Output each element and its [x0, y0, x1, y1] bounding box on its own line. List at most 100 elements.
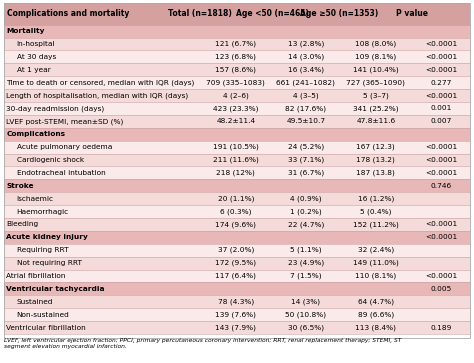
Text: 32 (2.4%): 32 (2.4%): [358, 247, 394, 253]
Text: Age <50 (n=465): Age <50 (n=465): [236, 9, 309, 18]
Text: 23 (4.9%): 23 (4.9%): [288, 260, 324, 266]
Text: LVEF, left ventricular ejection fraction; PPCI, primary percutaneous coronary in: LVEF, left ventricular ejection fraction…: [4, 338, 401, 349]
Text: 341 (25.2%): 341 (25.2%): [353, 105, 399, 112]
Bar: [4, 76, 470, 89]
Text: 4 (3–5): 4 (3–5): [293, 92, 319, 99]
Text: 109 (8.1%): 109 (8.1%): [355, 54, 396, 60]
Text: Complications: Complications: [6, 131, 65, 137]
Text: 82 (17.6%): 82 (17.6%): [285, 105, 327, 112]
Text: 14 (3%): 14 (3%): [291, 298, 320, 305]
Bar: [4, 192, 470, 205]
Text: Requiring RRT: Requiring RRT: [17, 247, 68, 253]
Text: 30 (6.5%): 30 (6.5%): [288, 324, 324, 331]
Text: 0.005: 0.005: [430, 286, 452, 292]
Text: 108 (8.0%): 108 (8.0%): [355, 41, 396, 47]
Bar: [4, 128, 470, 141]
Text: 78 (4.3%): 78 (4.3%): [218, 298, 254, 305]
Bar: [4, 179, 470, 192]
Text: 48.2±11.4: 48.2±11.4: [216, 118, 255, 125]
Text: 5 (0.4%): 5 (0.4%): [360, 208, 392, 215]
Text: P value: P value: [396, 9, 428, 18]
Text: 117 (6.4%): 117 (6.4%): [215, 273, 256, 279]
Text: 7 (1.5%): 7 (1.5%): [290, 273, 321, 279]
Text: 0.189: 0.189: [430, 325, 452, 331]
Text: 141 (10.4%): 141 (10.4%): [353, 66, 399, 73]
Text: 167 (12.3): 167 (12.3): [356, 144, 395, 150]
Text: 110 (8.1%): 110 (8.1%): [355, 273, 396, 279]
Text: 89 (6.6%): 89 (6.6%): [358, 311, 394, 318]
Text: 13 (2.8%): 13 (2.8%): [288, 41, 324, 47]
Text: Cardiogenic shock: Cardiogenic shock: [17, 157, 84, 163]
Text: 139 (7.6%): 139 (7.6%): [215, 311, 256, 318]
Text: 423 (23.3%): 423 (23.3%): [213, 105, 259, 112]
Text: Complications and mortality: Complications and mortality: [7, 9, 129, 18]
Bar: [4, 89, 470, 102]
Text: 30-day readmission (days): 30-day readmission (days): [6, 105, 104, 112]
Text: <0.0001: <0.0001: [425, 157, 457, 163]
Text: At 1 year: At 1 year: [17, 67, 50, 73]
Bar: [4, 205, 470, 218]
Text: 22 (4.7%): 22 (4.7%): [288, 221, 324, 228]
Text: 0.001: 0.001: [430, 105, 452, 111]
Bar: [4, 269, 470, 282]
Bar: [339, 3, 412, 25]
Text: 64 (4.7%): 64 (4.7%): [358, 298, 394, 305]
Text: Not requiring RRT: Not requiring RRT: [17, 260, 82, 266]
Text: 6 (0.3%): 6 (0.3%): [220, 208, 252, 215]
Text: At 30 days: At 30 days: [17, 54, 56, 60]
Text: <0.0001: <0.0001: [425, 54, 457, 60]
Bar: [272, 3, 339, 25]
Text: Atrial fibrillation: Atrial fibrillation: [6, 273, 66, 279]
Text: 16 (1.2%): 16 (1.2%): [357, 195, 394, 202]
Text: 37 (2.0%): 37 (2.0%): [218, 247, 254, 253]
Text: Ischaemic: Ischaemic: [17, 196, 54, 202]
Bar: [4, 63, 470, 76]
Text: Ventricular fibrillation: Ventricular fibrillation: [6, 325, 86, 331]
Bar: [412, 3, 470, 25]
Text: <0.0001: <0.0001: [425, 67, 457, 73]
Text: 4 (2–6): 4 (2–6): [223, 92, 249, 99]
Text: 709 (335–1083): 709 (335–1083): [206, 79, 265, 86]
Text: Total (n=1818): Total (n=1818): [168, 9, 232, 18]
Bar: [4, 282, 470, 295]
Text: 218 (12%): 218 (12%): [217, 170, 255, 176]
Text: Mortality: Mortality: [6, 28, 45, 34]
Bar: [4, 50, 470, 63]
Bar: [4, 244, 470, 257]
Text: 31 (6.7%): 31 (6.7%): [288, 170, 324, 176]
Text: 16 (3.4%): 16 (3.4%): [288, 66, 324, 73]
Text: <0.0001: <0.0001: [425, 221, 457, 228]
Text: <0.0001: <0.0001: [425, 273, 457, 279]
Bar: [4, 37, 470, 50]
Text: 33 (7.1%): 33 (7.1%): [288, 157, 324, 163]
Text: Endotracheal intubation: Endotracheal intubation: [17, 170, 105, 176]
Text: Acute kidney injury: Acute kidney injury: [6, 234, 88, 240]
Bar: [4, 166, 470, 179]
Text: 149 (11.0%): 149 (11.0%): [353, 260, 399, 266]
Text: 14 (3.0%): 14 (3.0%): [288, 54, 324, 60]
Text: LVEF post-STEMI, mean±SD (%): LVEF post-STEMI, mean±SD (%): [6, 118, 124, 125]
Text: <0.0001: <0.0001: [425, 234, 457, 240]
Text: Bleeding: Bleeding: [6, 221, 38, 228]
Text: 661 (241–1082): 661 (241–1082): [276, 79, 335, 86]
Text: 123 (6.8%): 123 (6.8%): [215, 54, 256, 60]
Text: Acute pulmonary oedema: Acute pulmonary oedema: [17, 144, 112, 150]
Bar: [200, 3, 272, 25]
Text: 47.8±11.6: 47.8±11.6: [356, 118, 395, 125]
Bar: [4, 115, 470, 128]
Text: 49.5±10.7: 49.5±10.7: [286, 118, 325, 125]
Text: 211 (11.6%): 211 (11.6%): [213, 157, 259, 163]
Text: <0.0001: <0.0001: [425, 170, 457, 176]
Bar: [4, 140, 470, 154]
Text: Ventricular tachycardia: Ventricular tachycardia: [6, 286, 105, 292]
Text: Sustained: Sustained: [17, 299, 53, 305]
Text: 157 (8.6%): 157 (8.6%): [215, 66, 256, 73]
Bar: [4, 25, 470, 38]
Bar: [4, 308, 470, 321]
Bar: [4, 321, 470, 334]
Bar: [4, 218, 470, 231]
Text: 0.277: 0.277: [430, 79, 452, 86]
Text: 191 (10.5%): 191 (10.5%): [213, 144, 259, 150]
Text: Length of hospitalisation, median with IQR (days): Length of hospitalisation, median with I…: [6, 92, 188, 99]
Text: Non-sustained: Non-sustained: [17, 311, 69, 318]
